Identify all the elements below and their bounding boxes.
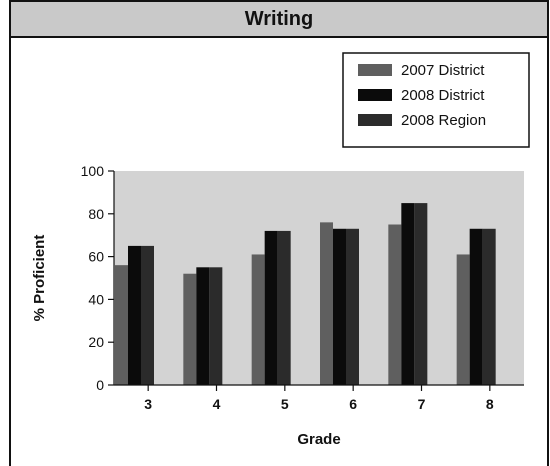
x-tick-label: 8 — [486, 396, 494, 412]
bar-grade-6-series-2 — [346, 228, 359, 385]
x-tick-label: 7 — [418, 396, 426, 412]
legend-label: 2007 District — [401, 62, 485, 79]
y-tick-label: 20 — [88, 334, 104, 350]
bar-grade-6-series-1 — [333, 228, 346, 385]
y-ticks: 0 20 40 60 80 100 — [81, 163, 114, 393]
chart-title: Writing — [11, 0, 547, 38]
bar-grade-8-series-2 — [482, 228, 496, 385]
bar-grade-6-series-0 — [320, 222, 333, 385]
legend-swatch — [358, 89, 392, 101]
y-tick-label: 0 — [96, 377, 104, 393]
y-axis-label: % Proficient — [31, 235, 48, 322]
legend: 2007 District 2008 District 2008 Region — [342, 52, 530, 148]
axes — [113, 171, 524, 386]
bar-grade-5-series-1 — [264, 230, 278, 385]
bar-grade-8-series-1 — [469, 228, 483, 385]
plot-area — [114, 171, 524, 385]
bar-grade-8-series-0 — [456, 254, 470, 385]
x-tick-label: 4 — [213, 396, 221, 412]
bar-grade-4-series-1 — [196, 267, 210, 385]
legend-swatch — [358, 64, 392, 76]
x-tick-label: 5 — [281, 396, 289, 412]
bar-grade-5-series-0 — [251, 254, 265, 385]
x-ticks: 3 4 5 6 7 8 — [144, 385, 494, 412]
x-tick-label: 3 — [144, 396, 152, 412]
y-tick-label: 60 — [88, 249, 104, 265]
bar-grade-3-series-2 — [141, 245, 154, 385]
x-axis-label: Grade — [297, 431, 340, 448]
x-tick-label: 6 — [349, 396, 357, 412]
legend-swatch — [358, 114, 392, 126]
bar-grade-3-series-0 — [115, 265, 128, 385]
legend-label: 2008 Region — [401, 112, 486, 129]
legend-label: 2008 District — [401, 87, 485, 104]
bar-grade-3-series-1 — [128, 245, 141, 385]
bar-grade-7-series-0 — [388, 224, 402, 385]
bar-grade-4-series-2 — [209, 267, 223, 385]
y-tick-label: 100 — [81, 163, 105, 179]
chart-frame: Writing — [9, 0, 549, 466]
bar-grade-7-series-2 — [414, 203, 428, 385]
bar-grade-7-series-1 — [401, 203, 415, 385]
bar-grade-5-series-2 — [277, 230, 291, 385]
y-tick-label: 40 — [88, 291, 104, 307]
bar-grade-4-series-0 — [183, 273, 197, 385]
bars — [115, 203, 496, 385]
y-tick-label: 80 — [88, 206, 104, 222]
